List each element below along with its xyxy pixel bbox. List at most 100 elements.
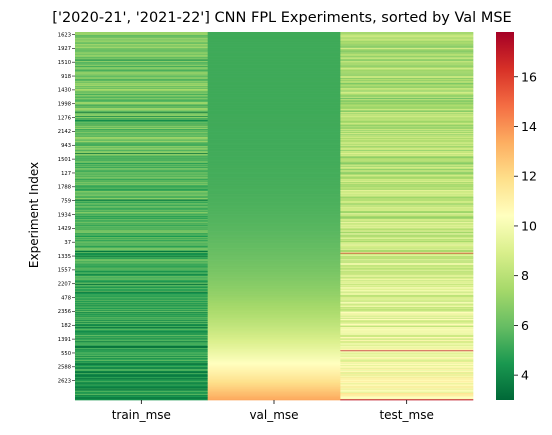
heatmap-cell-train_mse [75, 315, 208, 317]
heatmap-cell-val_mse [207, 73, 341, 75]
heatmap-cell-test_mse [340, 373, 474, 375]
heatmap-cell-train_mse [75, 71, 208, 73]
heatmap-cell-val_mse [207, 215, 341, 217]
heatmap-cell-train_mse [75, 250, 208, 252]
heatmap-cell-val_mse [207, 123, 341, 125]
heatmap-cell-val_mse [207, 75, 341, 77]
heatmap-cell-val_mse [207, 77, 341, 79]
heatmap-cell-test_mse [340, 248, 474, 250]
heatmap-cell-val_mse [207, 110, 341, 112]
heatmap-cell-val_mse [207, 221, 341, 223]
heatmap-cell-test_mse [340, 148, 474, 150]
heatmap-cell-train_mse [75, 121, 208, 123]
heatmap-cell-val_mse [207, 126, 341, 128]
heatmap-cell-val_mse [207, 397, 341, 399]
heatmap-cell-val_mse [207, 325, 341, 327]
heatmap-cell-val_mse [207, 160, 341, 162]
heatmap-cell-train_mse [75, 341, 208, 344]
heatmap-cell-train_mse [75, 368, 208, 370]
heatmap-cell-test_mse [340, 267, 474, 269]
heatmap-cell-train_mse [75, 305, 208, 307]
heatmap-cell-train_mse [75, 189, 208, 191]
heatmap-cell-train_mse [75, 213, 208, 215]
heatmap-cell-train_mse [75, 105, 208, 107]
heatmap-cell-test_mse [340, 351, 474, 353]
heatmap-cell-test_mse [340, 250, 474, 252]
heatmap-cell-test_mse [340, 369, 474, 371]
heatmap-cell-test_mse [340, 193, 474, 195]
heatmap-cell-test_mse [340, 317, 474, 319]
heatmap-cell-test_mse [340, 208, 474, 210]
heatmap-cell-train_mse [75, 202, 208, 204]
heatmap-cell-test_mse [340, 153, 474, 155]
heatmap-cell-train_mse [75, 228, 208, 230]
heatmap-cell-test_mse [340, 319, 474, 321]
heatmap-cell-test_mse [340, 70, 474, 72]
heatmap-cell-val_mse [207, 358, 341, 361]
heatmap-cell-test_mse [340, 251, 474, 253]
heatmap-cell-train_mse [75, 322, 208, 324]
heatmap-cell-test_mse [340, 240, 474, 242]
heatmap-cell-train_mse [75, 172, 208, 174]
heatmap-cell-train_mse [75, 67, 208, 69]
heatmap-cell-val_mse [207, 196, 341, 198]
heatmap-cell-val_mse [207, 383, 341, 385]
heatmap-cell-test_mse [340, 199, 474, 201]
heatmap-cell-val_mse [207, 380, 341, 382]
heatmap-cell-test_mse [340, 349, 474, 351]
heatmap-cell-test_mse [340, 157, 474, 159]
heatmap-cell-val_mse [207, 188, 341, 190]
heatmap-cell-train_mse [75, 231, 208, 233]
heatmap-cell-val_mse [207, 59, 341, 61]
heatmap-cell-test_mse [340, 78, 474, 80]
heatmap-cell-train_mse [75, 216, 208, 218]
heatmap-cell-train_mse [75, 100, 208, 102]
heatmap-cell-val_mse [207, 310, 341, 312]
heatmap-cell-test_mse [340, 88, 474, 90]
heatmap-cell-test_mse [340, 339, 474, 341]
heatmap-cell-train_mse [75, 95, 208, 97]
heatmap-cell-val_mse [207, 329, 341, 331]
heatmap-cell-train_mse [75, 177, 208, 179]
heatmap-cell-test_mse [340, 149, 474, 151]
heatmap-cell-test_mse [340, 346, 474, 348]
heatmap-cell-train_mse [75, 87, 208, 89]
heatmap-cell-val_mse [207, 302, 341, 304]
heatmap-cell-train_mse [75, 239, 208, 241]
heatmap-cell-test_mse [340, 203, 474, 206]
heatmap-cell-test_mse [340, 257, 474, 259]
heatmap-cell-test_mse [340, 396, 474, 398]
heatmap-cell-test_mse [340, 351, 474, 353]
heatmap-cell-test_mse [340, 241, 474, 243]
heatmap-cell-test_mse [340, 284, 474, 286]
heatmap-cell-val_mse [207, 127, 341, 129]
heatmap-cell-train_mse [75, 339, 208, 341]
heatmap-cell-train_mse [75, 395, 208, 397]
heatmap-cell-val_mse [207, 278, 341, 281]
heatmap-cell-test_mse [340, 80, 474, 82]
heatmap-cell-val_mse [207, 211, 341, 213]
heatmap-cell-val_mse [207, 270, 341, 272]
heatmap-cell-test_mse [340, 199, 474, 201]
heatmap-cell-val_mse [207, 223, 341, 225]
heatmap-cell-val_mse [207, 52, 341, 54]
heatmap-cell-val_mse [207, 138, 341, 140]
heatmap-cell-val_mse [207, 148, 341, 150]
heatmap-cell-test_mse [340, 274, 474, 276]
heatmap-cell-train_mse [75, 126, 208, 128]
heatmap-cell-train_mse [75, 133, 208, 135]
heatmap-cell-train_mse [75, 172, 208, 174]
heatmap-cell-val_mse [207, 210, 341, 212]
heatmap-cell-train_mse [75, 79, 208, 81]
heatmap-cell-train_mse [75, 120, 208, 122]
heatmap-cell-test_mse [340, 327, 474, 329]
heatmap-cell-val_mse [207, 223, 341, 225]
heatmap-cell-test_mse [340, 121, 474, 123]
heatmap-cell-test_mse [340, 124, 474, 126]
heatmap-cell-test_mse [340, 382, 474, 384]
heatmap-cell-train_mse [75, 312, 208, 314]
heatmap-cell-val_mse [207, 235, 341, 237]
heatmap-cell-train_mse [75, 220, 208, 222]
heatmap-cell-val_mse [207, 231, 341, 233]
heatmap-cell-test_mse [340, 385, 474, 387]
